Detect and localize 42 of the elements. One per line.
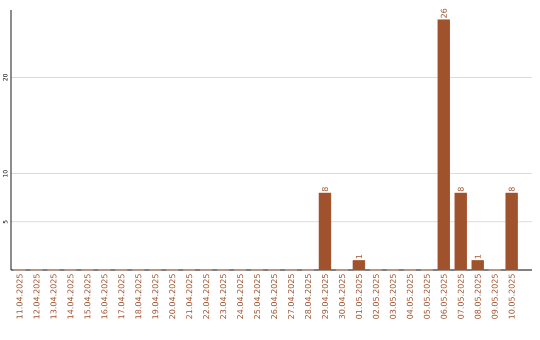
x-tick-label: 21.04.2025 (186, 274, 192, 319)
data-label: 8 (322, 187, 328, 192)
data-label: 8 (458, 187, 464, 192)
x-tick-label: 26.04.2025 (271, 274, 278, 319)
x-tick-label: 22.04.2025 (203, 274, 210, 319)
x-tick-label: 01.05.2025 (356, 274, 362, 319)
x-tick-label: 13.04.2025 (50, 274, 56, 318)
bar (318, 192, 332, 270)
x-tick-label: 08.05.2025 (474, 274, 481, 319)
x-tick-label: 03.05.2025 (390, 274, 396, 319)
x-tick-label: 25.04.2025 (254, 274, 260, 319)
x-tick-label: 16.04.2025 (101, 274, 108, 318)
x-tick-label: 02.05.2025 (372, 274, 379, 319)
x-tick-label: 17.04.2025 (118, 274, 124, 318)
x-tick-label: 24.04.2025 (237, 274, 244, 319)
x-tick-label: 09.05.2025 (492, 274, 498, 319)
x-tick-label: 04.05.2025 (406, 274, 413, 319)
x-tick-label: 29.04.2025 (322, 274, 328, 319)
x-tick-label: 15.04.2025 (84, 274, 90, 318)
x-tick-label: 27.04.2025 (288, 274, 294, 319)
x-tick-label: 07.05.2025 (458, 274, 464, 319)
x-tick-label: 14.04.2025 (67, 274, 74, 318)
x-tick-label: 10.05.2025 (508, 274, 515, 318)
bar (472, 260, 484, 270)
x-tick-label: 18.04.2025 (135, 274, 142, 318)
data-label: 8 (508, 187, 515, 192)
bar (352, 260, 366, 270)
x-tick-label: 23.04.2025 (220, 274, 226, 319)
x-tick-label: 19.04.2025 (152, 274, 158, 318)
x-tick-label: 05.05.2025 (424, 274, 430, 319)
x-tick-label: 12.04.2025 (33, 274, 40, 318)
bar (505, 192, 518, 270)
data-label: 26 (440, 8, 447, 18)
x-tick-label: 30.04.2025 (338, 274, 345, 319)
data-label: 1 (474, 254, 481, 258)
x-tick-label: 06.05.2025 (440, 274, 447, 319)
bar (438, 19, 450, 270)
x-tick-label: 20.04.2025 (169, 274, 176, 319)
data-label: 1 (356, 254, 362, 258)
x-tick-label: 11.04.2025 (16, 274, 23, 318)
x-tick-label: 28.04.2025 (304, 274, 312, 319)
bar (454, 192, 467, 270)
